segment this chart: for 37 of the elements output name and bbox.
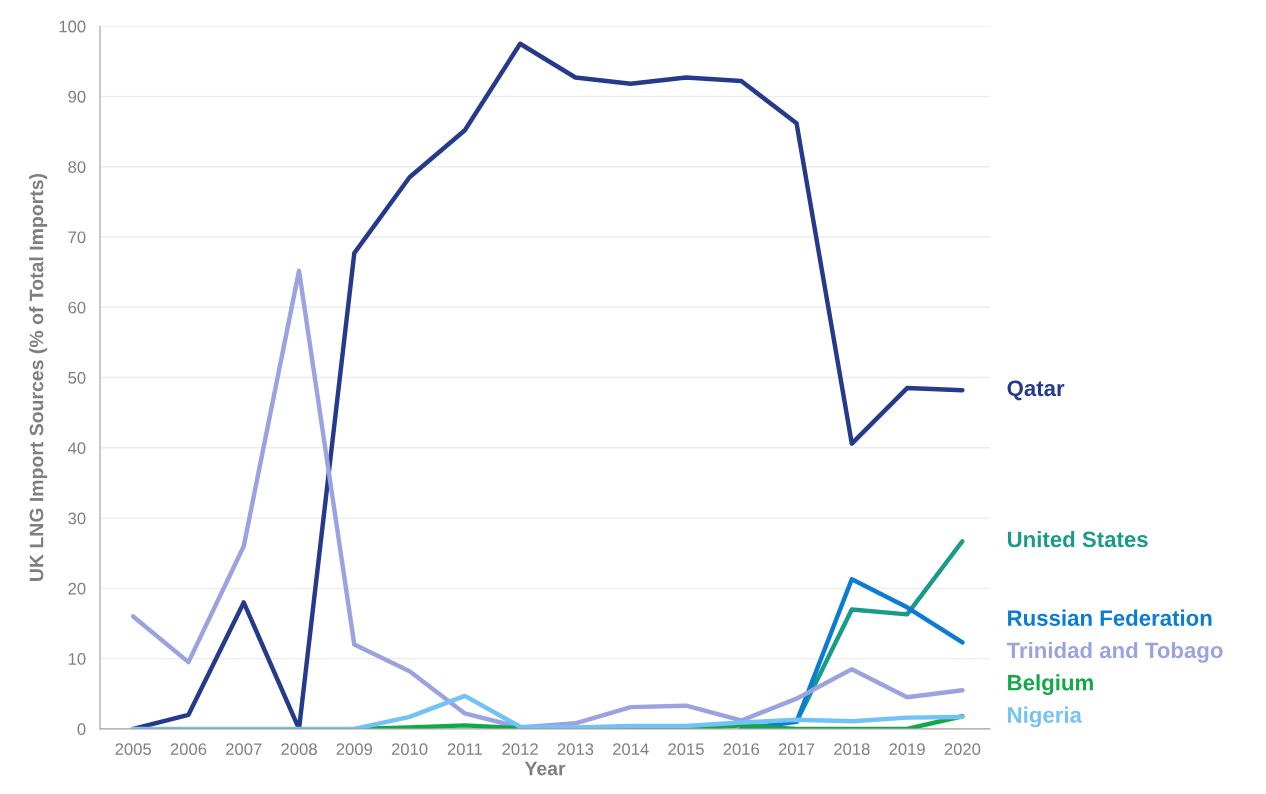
x-tick-label: 2018 [834, 743, 870, 756]
x-tick-label: 2006 [170, 743, 207, 756]
x-tick-label: 2009 [336, 743, 373, 756]
y-tick-label: 0 [77, 723, 86, 736]
x-tick-label: 2020 [944, 743, 981, 756]
x-tick-label: 2017 [778, 743, 815, 756]
text: Trinidad and Tobago [1006, 641, 1223, 663]
y-tick-label: 100 [59, 20, 86, 33]
x-tick-label: 2012 [502, 743, 538, 756]
y-tick-label: 10 [68, 653, 86, 665]
text: Belgium [1008, 674, 1093, 696]
x-tick-label: 2015 [668, 743, 704, 756]
y-tick-label: 70 [68, 231, 86, 244]
x-tick-label: 2010 [391, 743, 428, 756]
y-axis-title: UK LNG Import Sources (% of Total Imports) [29, 173, 48, 581]
y-tick-label: 50 [68, 371, 86, 384]
text: Russian Federation [1008, 609, 1212, 626]
y-tick-label: 60 [68, 301, 86, 314]
x-tick-label: 2008 [281, 743, 317, 756]
x-tick-label: 2005 [115, 743, 152, 756]
text: Nigeria [1008, 706, 1083, 728]
y-tick-label: 40 [67, 442, 86, 455]
line-series [130, 268, 965, 729]
x-tick-label: 2007 [226, 743, 262, 756]
text: United States [1007, 530, 1148, 548]
x-tick-label: 2019 [889, 743, 925, 756]
y-tick-label: 80 [68, 161, 86, 173]
y-tick-label: 90 [68, 90, 86, 103]
x-tick-label: 2016 [723, 743, 760, 756]
y-tick-label: 30 [68, 512, 86, 525]
y-tick-label: 20 [68, 582, 86, 595]
text: Qatar [1007, 380, 1065, 401]
x-tick-label: 2011 [447, 743, 482, 756]
x-tick-label: 2013 [557, 743, 594, 756]
line-series [130, 693, 965, 729]
x-axis-title: Year [524, 761, 566, 776]
x-tick-label: 2014 [613, 743, 649, 756]
